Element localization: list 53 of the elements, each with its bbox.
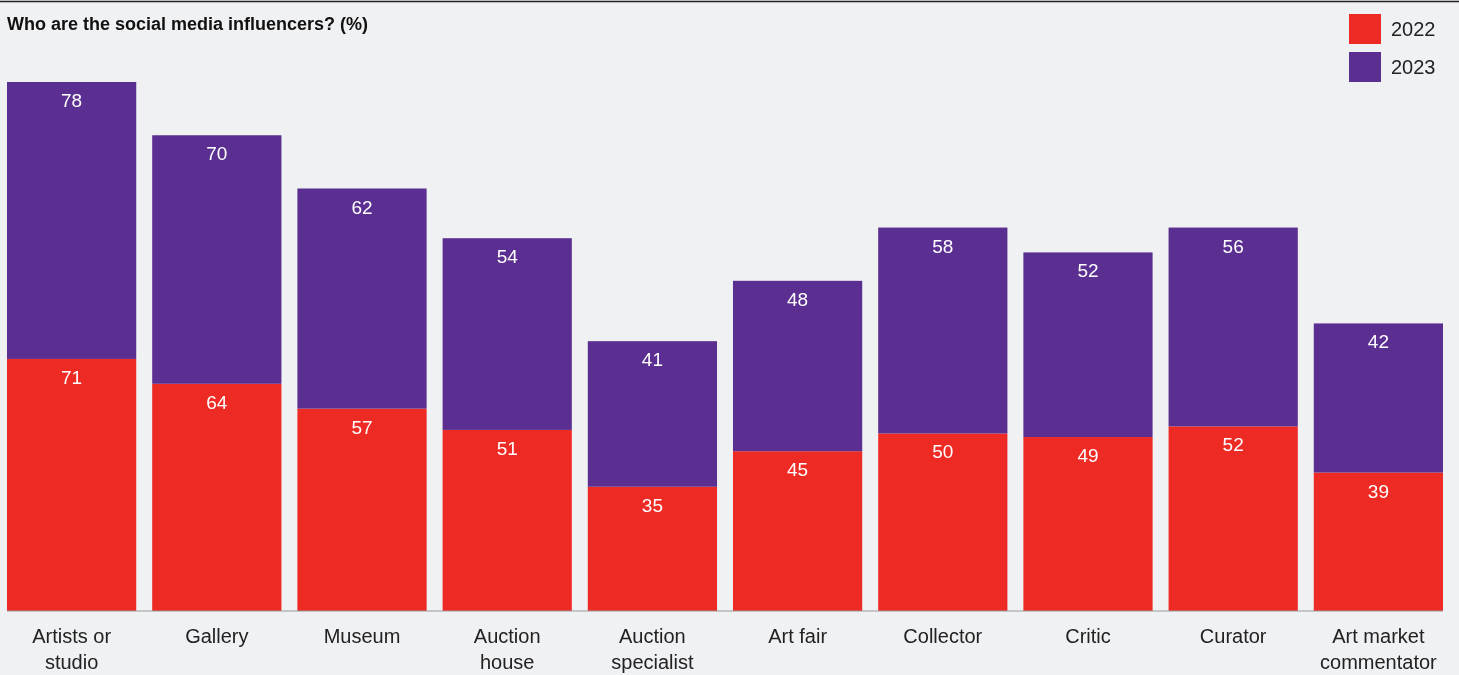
bar [587, 341, 718, 487]
data-label: 41 [641, 349, 663, 371]
x-tick-label: Artists or studio [32, 625, 112, 673]
bar [587, 486, 718, 611]
legend-label: 2023 [1391, 56, 1436, 78]
x-tick-label: Art fair [768, 625, 828, 647]
data-label: 70 [206, 143, 228, 165]
data-label: 52 [1077, 260, 1099, 282]
x-tick-label: Museum [323, 625, 401, 647]
data-label: 48 [787, 288, 809, 310]
data-label: 51 [496, 437, 518, 459]
bar [878, 227, 1008, 434]
bar [297, 188, 427, 409]
data-label: 58 [932, 235, 954, 257]
x-tick-label: Auction house [473, 625, 541, 673]
bar [297, 408, 427, 611]
bar [878, 433, 1008, 611]
data-label: 39 [1367, 480, 1389, 502]
bar [442, 238, 572, 430]
bar [442, 429, 572, 611]
bar [732, 280, 863, 452]
bar [1023, 437, 1153, 611]
data-label: 35 [641, 494, 663, 516]
bar [7, 358, 137, 611]
data-label: 62 [351, 196, 373, 218]
data-label: 49 [1077, 445, 1099, 467]
bar [1313, 472, 1443, 611]
data-label: 78 [61, 90, 83, 111]
x-tick-label: Collector [903, 625, 983, 647]
data-label: 42 [1367, 331, 1389, 353]
data-label: 45 [787, 459, 809, 481]
bar [152, 135, 282, 384]
chart-title: Who are the social media influencers? (%) [7, 14, 369, 34]
data-label: 56 [1222, 235, 1244, 257]
bar [1168, 426, 1298, 611]
bar [1313, 323, 1443, 473]
data-label: 57 [351, 416, 373, 438]
x-tick-label: Gallery [185, 625, 249, 647]
data-label: 64 [206, 391, 228, 413]
data-label: 71 [61, 366, 83, 388]
bar [152, 383, 282, 611]
x-tick-label: Art market commentator [1320, 625, 1438, 673]
bar [1168, 227, 1298, 427]
legend-label: 2022 [1391, 18, 1436, 40]
bar [7, 82, 137, 359]
data-label: 54 [496, 246, 519, 268]
data-label: 52 [1222, 434, 1244, 456]
x-tick-label: Curator [1199, 625, 1267, 647]
x-tick-label: Critic [1065, 625, 1111, 647]
bar [732, 451, 863, 611]
data-label: 50 [932, 441, 954, 463]
bar [1023, 252, 1153, 438]
x-tick-label: Auction specialist [611, 625, 694, 673]
